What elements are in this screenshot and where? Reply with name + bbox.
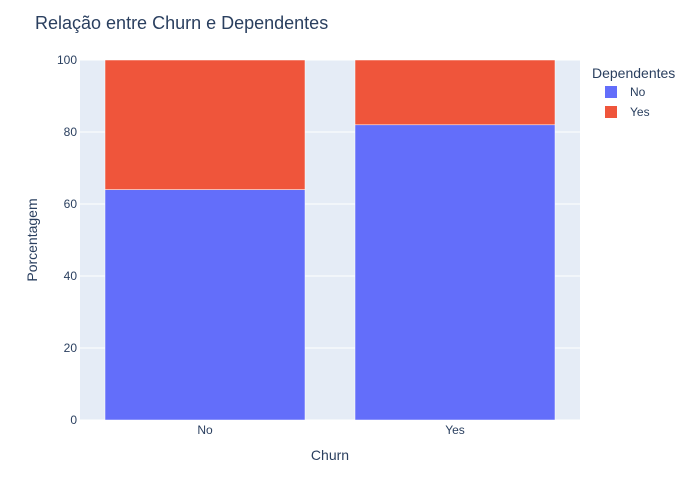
bars	[104, 59, 556, 421]
legend-swatch-yes	[605, 106, 617, 118]
x-tick-label: No	[197, 423, 213, 437]
legend-item-label: No	[630, 85, 646, 99]
x-axis-label: Churn	[311, 447, 349, 463]
bar-yes-no	[354, 124, 556, 421]
y-tick-label: 100	[57, 53, 77, 67]
y-tick-label: 40	[64, 269, 78, 283]
y-axis-ticks: 0 20 40 60 80 100	[57, 53, 77, 427]
x-axis-ticks: No Yes	[197, 423, 464, 437]
y-tick-label: 80	[64, 125, 78, 139]
y-tick-label: 0	[70, 413, 77, 427]
bar-no-yes	[104, 59, 306, 190]
y-tick-label: 20	[64, 341, 78, 355]
y-axis-label: Porcentagem	[24, 198, 40, 281]
y-tick-label: 60	[64, 197, 78, 211]
bar-yes-yes	[354, 59, 556, 126]
bar-no-no	[104, 189, 306, 421]
legend-item-label: Yes	[630, 105, 650, 119]
legend: Dependentes No Yes	[592, 65, 675, 119]
legend-swatch-no	[605, 86, 617, 98]
legend-title: Dependentes	[592, 65, 675, 81]
x-tick-label: Yes	[445, 423, 465, 437]
chart-title: Relação entre Churn e Dependentes	[35, 13, 328, 33]
